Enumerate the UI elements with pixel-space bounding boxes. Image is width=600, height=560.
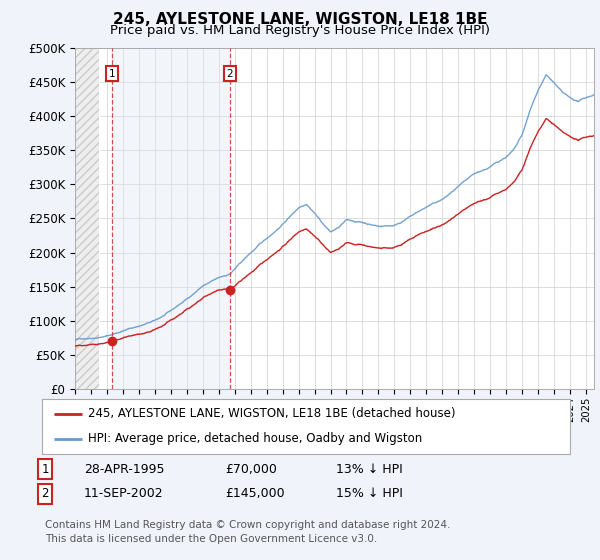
Text: Price paid vs. HM Land Registry's House Price Index (HPI): Price paid vs. HM Land Registry's House …	[110, 24, 490, 37]
Text: 11-SEP-2002: 11-SEP-2002	[84, 487, 164, 501]
Text: £70,000: £70,000	[225, 463, 277, 476]
Text: 15% ↓ HPI: 15% ↓ HPI	[336, 487, 403, 501]
Text: 245, AYLESTONE LANE, WIGSTON, LE18 1BE: 245, AYLESTONE LANE, WIGSTON, LE18 1BE	[113, 12, 487, 27]
Text: £145,000: £145,000	[225, 487, 284, 501]
Text: 13% ↓ HPI: 13% ↓ HPI	[336, 463, 403, 476]
Text: Contains HM Land Registry data © Crown copyright and database right 2024.
This d: Contains HM Land Registry data © Crown c…	[45, 520, 451, 544]
Text: 1: 1	[109, 68, 115, 78]
Bar	[75, 48, 99, 389]
Bar	[112, 48, 230, 389]
Bar	[75, 48, 99, 389]
Text: 1: 1	[41, 463, 49, 476]
Text: 2: 2	[227, 68, 233, 78]
Text: 28-APR-1995: 28-APR-1995	[84, 463, 164, 476]
Text: 2: 2	[41, 487, 49, 501]
Text: 245, AYLESTONE LANE, WIGSTON, LE18 1BE (detached house): 245, AYLESTONE LANE, WIGSTON, LE18 1BE (…	[88, 407, 456, 420]
Text: HPI: Average price, detached house, Oadby and Wigston: HPI: Average price, detached house, Oadb…	[88, 432, 423, 445]
